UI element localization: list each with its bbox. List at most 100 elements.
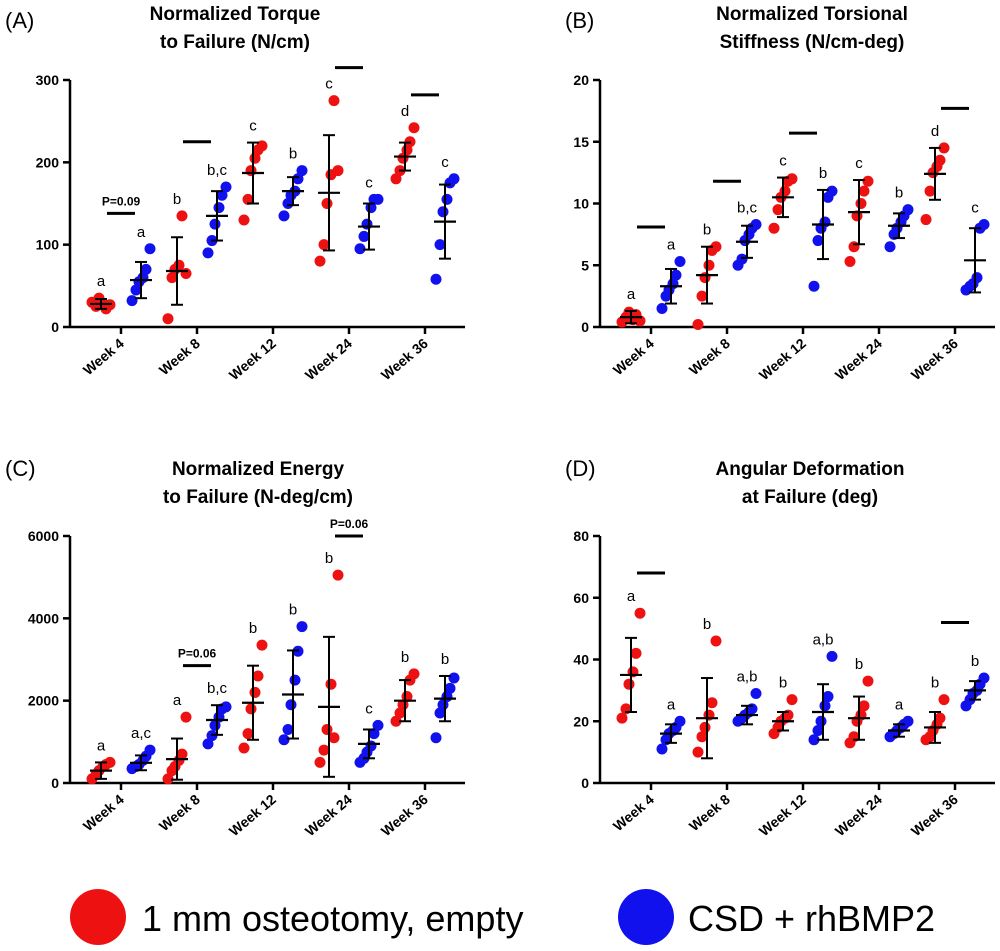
data-point: [278, 734, 290, 746]
data-point: [202, 247, 214, 259]
significance-letter: a,b: [813, 631, 834, 648]
data-point: [808, 280, 820, 292]
x-tick-label: Week 36: [378, 791, 431, 839]
y-tick-label: 40: [573, 652, 589, 668]
data-point: [180, 711, 192, 723]
data-point: [826, 185, 838, 197]
chart-title-line: Angular Deformation: [716, 459, 905, 480]
data-point: [220, 701, 232, 713]
significance-letter: b: [703, 222, 711, 239]
significance-letter: a: [627, 588, 636, 605]
data-point: [920, 214, 932, 226]
data-point: [162, 313, 174, 325]
x-tick-label: Week 24: [302, 335, 355, 383]
data-point: [144, 243, 156, 255]
significance-letter: a: [97, 737, 106, 754]
data-point: [437, 206, 449, 218]
data-point: [819, 216, 831, 228]
chart-title-line: Stiffness (N/cm-deg): [720, 32, 905, 53]
data-point: [314, 255, 326, 267]
chart-panel-3: (C) Normalized Energy to Failure (N-deg/cm…: [5, 456, 465, 839]
data-point: [328, 95, 340, 107]
data-point: [358, 230, 370, 242]
x-tick-label: Week 36: [378, 335, 431, 383]
significance-letter: b: [441, 651, 449, 668]
data-point: [372, 193, 384, 205]
data-point: [768, 222, 780, 234]
data-point: [674, 715, 686, 727]
x-tick-label: Week 24: [832, 335, 885, 383]
x-tick-label: Week 8: [156, 791, 203, 834]
significance-letter: c: [325, 76, 333, 93]
chart-title-line: to Failure (N-deg/cm): [163, 487, 353, 508]
data-point: [815, 715, 827, 727]
legend-label-bmp: CSD + rhBMP2: [688, 898, 935, 939]
significance-letter: b: [779, 675, 787, 692]
x-tick-label: Week 36: [908, 791, 961, 839]
chart-title-line: Normalized Energy: [172, 459, 345, 480]
legend-label-empty: 1 mm osteotomy, empty: [142, 898, 523, 939]
data-point: [670, 269, 682, 281]
data-point: [249, 686, 261, 698]
panel-label: (D): [565, 456, 596, 481]
data-point: [332, 165, 344, 177]
data-point: [623, 678, 635, 690]
data-point: [180, 267, 192, 279]
data-point: [710, 635, 722, 647]
data-point: [321, 198, 333, 209]
significance-letter: d: [401, 103, 409, 120]
data-point: [238, 742, 250, 754]
data-point: [282, 723, 294, 735]
data-point: [202, 738, 214, 750]
significance-letter: b,c: [207, 680, 228, 697]
data-point: [238, 214, 250, 226]
data-point: [430, 273, 442, 285]
significance-letter: d: [931, 123, 939, 140]
significance-letter: a: [627, 286, 636, 303]
data-point: [902, 204, 914, 216]
chart-panel-1: (A) Normalized Torque to Failure (N/cm) 0 10…: [5, 4, 465, 383]
data-point: [772, 204, 784, 216]
data-point: [314, 756, 326, 768]
significance-letter: c: [779, 153, 787, 170]
y-tick-label: 60: [573, 590, 589, 606]
panel-label: (A): [5, 8, 34, 33]
significance-letter: a: [667, 237, 676, 254]
data-point: [216, 189, 228, 201]
data-point: [808, 734, 820, 746]
data-point: [325, 678, 337, 690]
data-point: [296, 621, 308, 633]
data-point: [634, 607, 646, 619]
chart-panel-4: (D) Angular Deformation at Failure (deg) 0 2…: [565, 456, 995, 839]
data-point: [448, 672, 460, 684]
data-point: [703, 259, 715, 271]
y-tick-label: 200: [36, 154, 60, 170]
x-tick-label: Week 12: [226, 791, 279, 839]
data-point: [408, 668, 420, 680]
comparison-p-value: P=0.09: [102, 194, 141, 208]
significance-letter: b: [173, 191, 181, 208]
data-point: [285, 699, 297, 711]
data-point: [318, 239, 330, 251]
significance-letter: b: [971, 653, 979, 670]
significance-letter: c: [971, 199, 979, 216]
y-tick-label: 5: [581, 257, 589, 273]
data-point: [978, 672, 990, 684]
data-point: [372, 719, 384, 731]
significance-letter: b: [895, 185, 903, 202]
significance-letter: b: [401, 649, 409, 666]
series-bmp: a a,b a,b a b: [656, 631, 990, 755]
data-point: [176, 210, 188, 222]
data-point: [710, 241, 722, 253]
data-point: [855, 198, 867, 209]
data-point: [826, 650, 838, 662]
data-point: [934, 712, 946, 724]
significance-letter: a: [173, 692, 182, 709]
data-point: [786, 694, 798, 706]
data-point: [390, 173, 402, 185]
y-tick-label: 0: [581, 319, 589, 335]
data-point: [144, 744, 156, 756]
data-point: [750, 218, 762, 230]
data-point: [848, 241, 860, 253]
x-tick-label: Week 4: [610, 335, 657, 378]
